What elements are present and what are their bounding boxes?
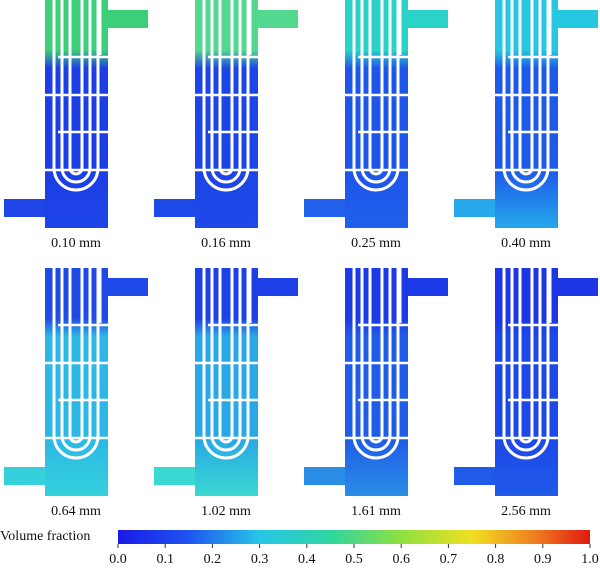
- panel-label: 0.40 mm: [501, 236, 551, 251]
- tick-label: 0.8: [487, 552, 505, 567]
- inlet-pipe: [454, 467, 495, 485]
- inlet-pipe: [154, 467, 195, 485]
- tick-label: 0.5: [345, 552, 363, 567]
- u-tube: [52, 268, 100, 460]
- panel-label: 0.10 mm: [51, 236, 101, 251]
- inlet-pipe: [304, 199, 345, 217]
- outlet-pipe: [258, 278, 298, 296]
- inlet-pipe: [454, 199, 495, 217]
- u-tube: [510, 0, 542, 184]
- panel: [4, 268, 148, 496]
- u-tube: [52, 0, 100, 192]
- panel-label: 0.64 mm: [51, 504, 101, 519]
- outlet-pipe: [558, 278, 598, 296]
- outlet-pipe: [558, 10, 598, 28]
- u-tube: [218, 0, 234, 176]
- u-tube: [368, 268, 384, 444]
- u-tube: [202, 0, 250, 192]
- u-tube: [218, 268, 234, 444]
- inlet-pipe: [304, 467, 345, 485]
- panel-label: 1.61 mm: [351, 504, 401, 519]
- u-tube: [60, 268, 92, 452]
- inlet-pipe: [4, 199, 45, 217]
- u-tube: [68, 268, 84, 444]
- u-tube: [360, 268, 392, 452]
- u-tube: [518, 268, 534, 444]
- u-tube: [368, 0, 384, 176]
- panel: [154, 0, 298, 228]
- panel: [154, 268, 298, 496]
- inlet-pipe: [154, 199, 195, 217]
- u-tube: [510, 268, 542, 452]
- u-tube: [352, 268, 400, 460]
- u-tube: [502, 0, 550, 192]
- tick-label: 0.0: [109, 552, 127, 567]
- outlet-pipe: [258, 10, 298, 28]
- tick-label: 0.6: [392, 552, 410, 567]
- outlet-pipe: [408, 10, 448, 28]
- u-tube: [202, 268, 250, 460]
- outlet-pipe: [408, 278, 448, 296]
- panel-label: 1.02 mm: [201, 504, 251, 519]
- tick-label: 0.2: [204, 552, 222, 567]
- panel-label: 0.16 mm: [201, 236, 251, 251]
- colorbar: [118, 530, 590, 544]
- panel: [454, 0, 598, 228]
- u-tube: [210, 268, 242, 452]
- u-tube: [502, 268, 550, 460]
- panel-label: 0.25 mm: [351, 236, 401, 251]
- tick-label: 0.7: [440, 552, 458, 567]
- tick-label: 0.3: [251, 552, 269, 567]
- outlet-pipe: [108, 10, 148, 28]
- panel: [304, 0, 448, 228]
- tick-label: 0.9: [534, 552, 552, 567]
- tick-label: 1.0: [581, 552, 599, 567]
- u-tube: [60, 0, 92, 184]
- inlet-pipe: [4, 467, 45, 485]
- panel-label: 2.56 mm: [501, 504, 551, 519]
- u-tube: [68, 0, 84, 176]
- u-tube: [210, 0, 242, 184]
- tick-label: 0.1: [156, 552, 174, 567]
- panel: [304, 268, 448, 496]
- u-tube: [360, 0, 392, 184]
- u-tube: [352, 0, 400, 192]
- colorbar-title: Volume fraction: [0, 529, 90, 544]
- panel: [454, 268, 598, 496]
- u-tube: [518, 0, 534, 176]
- panel: [4, 0, 148, 228]
- tick-label: 0.4: [298, 552, 316, 567]
- outlet-pipe: [108, 278, 148, 296]
